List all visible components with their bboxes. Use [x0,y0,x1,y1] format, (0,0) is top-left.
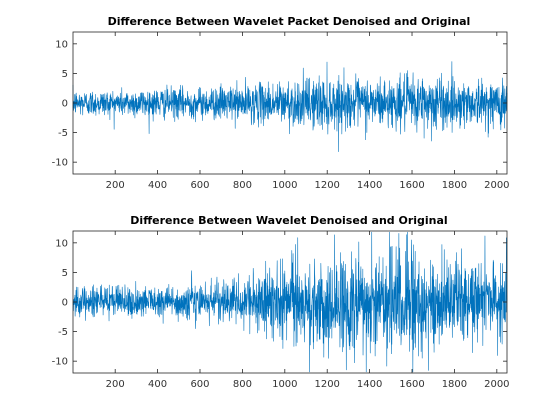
x-tick-label: 800 [233,379,252,390]
x-tick-label: 1000 [272,180,297,191]
y-tick-label: 0 [62,99,68,110]
top-subplot: Difference Between Wavelet Packet Denois… [52,15,510,191]
x-tick-label: 200 [106,379,125,390]
y-tick-label: -5 [58,327,68,338]
x-tick-label: 600 [190,180,209,191]
top-subplot-title: Difference Between Wavelet Packet Denois… [108,15,471,28]
bottom-ticks: 200 400 600 800 1000 1200 1400 1600 1800 2000 -10 -… [52,231,510,390]
y-tick-label: 0 [62,298,68,309]
top-ticks: 200 400 600 800 1000 1200 1400 1600 1800 2000 -10 -… [52,32,510,191]
x-tick-label: 1200 [314,379,339,390]
x-tick-label: 1200 [314,180,339,191]
series-line [72,61,508,152]
x-tick-label: 800 [233,180,252,191]
y-tick-label: -10 [52,357,68,368]
top-series [72,61,508,152]
y-tick-label: 10 [55,238,68,249]
x-tick-label: 400 [148,379,167,390]
bottom-subplot-title: Difference Between Wavelet Denoised and … [130,214,447,227]
x-tick-label: 1400 [357,180,382,191]
series-line [72,231,508,373]
x-tick-label: 1600 [399,180,424,191]
x-tick-label: 1000 [272,379,297,390]
y-tick-label: -5 [58,128,68,139]
x-tick-label: 2000 [484,180,509,191]
y-tick-label: 10 [55,39,68,50]
x-tick-label: 200 [106,180,125,191]
x-tick-label: 600 [190,379,209,390]
y-tick-label: 5 [62,268,68,279]
y-tick-label: 5 [62,69,68,80]
x-tick-label: 1600 [399,379,424,390]
bottom-series [72,231,508,373]
x-tick-label: 1800 [442,180,467,191]
x-tick-label: 1800 [442,379,467,390]
y-tick-label: -10 [52,158,68,169]
bottom-subplot: Difference Between Wavelet Denoised and … [52,214,510,390]
x-tick-label: 400 [148,180,167,191]
x-tick-label: 2000 [484,379,509,390]
x-tick-label: 1400 [357,379,382,390]
